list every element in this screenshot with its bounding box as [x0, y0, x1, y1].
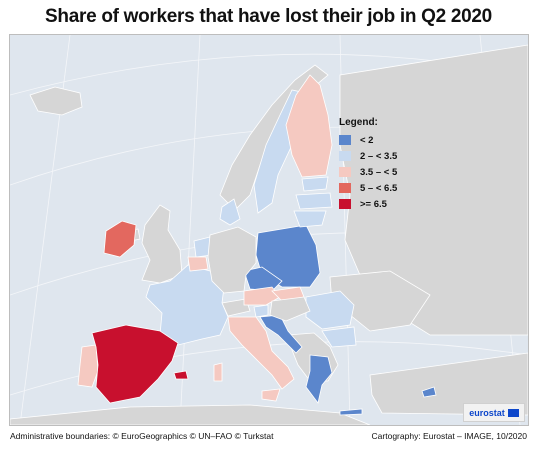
- map-title: Share of workers that have lost their jo…: [45, 6, 492, 27]
- footer-cartography-credit: Cartography: Eurostat – IMAGE, 10/2020: [371, 431, 527, 441]
- logo-text: eurostat: [469, 407, 505, 418]
- legend-label: 2 – < 3.5: [360, 150, 398, 162]
- non-eu-land: [10, 44, 528, 425]
- country-balearics[interactable]: [173, 370, 189, 380]
- country-czechia[interactable]: [243, 266, 283, 292]
- great-britain: [141, 204, 183, 284]
- country-crete[interactable]: [339, 408, 363, 416]
- country-sicily[interactable]: [261, 388, 281, 402]
- legend-item: >= 6.5: [339, 196, 397, 212]
- country-belgium[interactable]: [187, 256, 209, 272]
- turkey: [369, 352, 528, 416]
- country-spain[interactable]: [91, 324, 179, 404]
- country-italy[interactable]: [227, 316, 295, 390]
- country-sardinia[interactable]: [213, 362, 223, 382]
- country-latvia[interactable]: [295, 192, 333, 210]
- legend-swatch: [339, 135, 351, 145]
- country-poland[interactable]: [255, 224, 321, 288]
- legend-label: 5 – < 6.5: [360, 182, 398, 194]
- country-bulgaria[interactable]: [321, 326, 357, 348]
- country-hungary[interactable]: [269, 296, 311, 322]
- country-germany[interactable]: [207, 226, 257, 294]
- eu-countries[interactable]: [77, 74, 437, 416]
- legend-label: < 2: [360, 134, 374, 146]
- legend-label: >= 6.5: [360, 198, 387, 210]
- legend-item: 5 – < 6.5: [339, 180, 397, 196]
- legend-item: < 2: [339, 132, 397, 148]
- legend-title: Legend:: [339, 117, 378, 128]
- country-portugal[interactable]: [77, 344, 99, 388]
- eu-flag-icon: [507, 408, 519, 417]
- country-estonia[interactable]: [301, 176, 329, 192]
- legend-swatch: [339, 151, 351, 161]
- legend-label: 3.5 – < 5: [360, 166, 398, 178]
- country-cyprus[interactable]: [421, 386, 437, 398]
- country-finland[interactable]: [285, 74, 333, 178]
- legend-swatch: [339, 183, 351, 193]
- legend-item: 2 – < 3.5: [339, 148, 397, 164]
- country-denmark[interactable]: [219, 198, 241, 226]
- map-legend: Legend: < 2 2 – < 3.5 3.5 – < 5 5 – < 6.…: [339, 117, 397, 212]
- legend-swatch: [339, 199, 351, 209]
- country-slovenia[interactable]: [253, 304, 269, 318]
- eurostat-logo: eurostat: [463, 403, 525, 422]
- country-ireland[interactable]: [103, 220, 137, 258]
- country-greece[interactable]: [305, 354, 333, 404]
- country-lithuania[interactable]: [293, 210, 327, 228]
- north-africa: [10, 404, 371, 425]
- norway: [219, 64, 329, 211]
- map-frame[interactable]: [9, 34, 529, 426]
- country-romania[interactable]: [305, 290, 355, 330]
- footer-boundaries-credit: Administrative boundaries: © EuroGeograp…: [10, 431, 274, 441]
- iceland: [29, 86, 83, 116]
- europe-map[interactable]: [10, 35, 528, 425]
- legend-swatch: [339, 167, 351, 177]
- legend-item: 3.5 – < 5: [339, 164, 397, 180]
